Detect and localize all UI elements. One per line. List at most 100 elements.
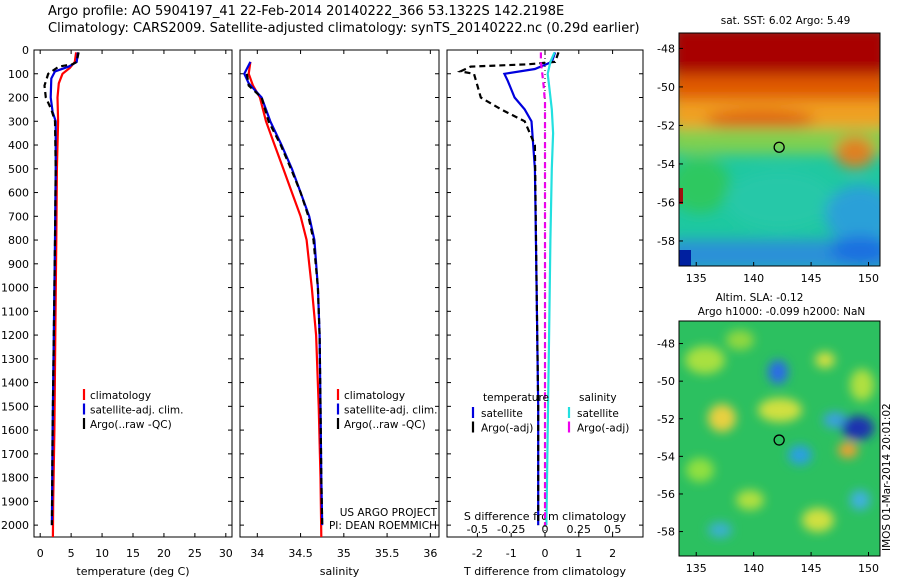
legend-label: climatology (90, 390, 151, 402)
legend-header: temperature (483, 392, 549, 404)
x-axis-label: temperature (deg C) (76, 565, 189, 578)
legend-label: satellite (577, 408, 619, 420)
legend-label: satellite-adj. clim. (344, 405, 437, 417)
x-tick-label: 30 (219, 547, 233, 560)
y-tick-label: 1100 (1, 305, 29, 318)
y-tick-label: 900 (8, 258, 29, 271)
map-y-tick-label: -50 (657, 375, 675, 388)
legend-label: satellite (481, 408, 523, 420)
y-tick-label: 1200 (1, 329, 29, 342)
argo-location-marker (773, 141, 785, 153)
plot-title-line1: Argo profile: AO 5904197_41 22-Feb-2014 … (48, 4, 565, 19)
map-x-tick-label: 150 (858, 272, 879, 285)
map-title: sat. SST: 6.02 Argo: 5.49 (721, 15, 851, 27)
series-line-temperature-argo-adj- (456, 52, 560, 526)
x2-tick-label: 0.25 (567, 523, 592, 536)
y-tick-label: 1500 (1, 400, 29, 413)
map-subtitle: Argo h1000: -0.099 h2000: NaN (698, 306, 866, 318)
salinity-profile-frame (239, 49, 440, 538)
series-line-argo-raw-qc- (43, 52, 80, 526)
map-y-tick-label: -58 (657, 526, 675, 539)
map-y-tick-label: -48 (657, 338, 675, 351)
legend-label: Argo(..raw -QC) (344, 419, 426, 431)
y-tick-label: 500 (8, 163, 29, 176)
map-y-tick-label: -52 (657, 413, 675, 426)
x2-tick-label: -0.25 (497, 523, 525, 536)
sst-map-frame (678, 32, 881, 267)
y-tick-label: 2000 (1, 519, 29, 532)
y-tick-label: 400 (8, 139, 29, 152)
map-x-tick-label: 145 (801, 272, 822, 285)
x-tick-label: 36 (423, 547, 437, 560)
x-tick-label: 15 (126, 547, 140, 560)
x-tick-label: 5 (68, 547, 75, 560)
series-line-climatology (247, 61, 323, 538)
map-y-tick-label: -56 (657, 196, 675, 209)
map-y-tick-label: -58 (657, 235, 675, 248)
timestamp-side-label: IMOS 01-Mar-2014 20:01:02 (881, 403, 893, 551)
x-tick-label: -2 (472, 547, 483, 560)
series-line-climatology (51, 52, 78, 538)
project-annotation: US ARGO PROJECT (340, 507, 438, 519)
legend-label: Argo(..raw -QC) (90, 419, 172, 431)
x-tick-label: 35.5 (375, 547, 400, 560)
y-tick-label: 100 (8, 68, 29, 81)
y-tick-label: 1700 (1, 448, 29, 461)
map-y-tick-label: -52 (657, 119, 675, 132)
map-y-tick-label: -54 (657, 450, 675, 463)
sla-map-field (679, 321, 880, 556)
y-tick-label: 1600 (1, 424, 29, 437)
y-tick-label: 0 (22, 44, 29, 57)
x-tick-label: -1 (506, 547, 517, 560)
series-line-argo-raw-qc- (245, 73, 324, 526)
y-tick-label: 300 (8, 115, 29, 128)
x2-tick-label: 0.5 (604, 523, 622, 536)
x-tick-label: 1 (575, 547, 582, 560)
map-y-tick-label: -48 (657, 42, 675, 55)
map-x-tick-label: 135 (686, 562, 707, 575)
map-x-tick-label: 135 (686, 272, 707, 285)
x-tick-label: 25 (188, 547, 202, 560)
argo-location-marker (773, 434, 785, 446)
y-tick-label: 600 (8, 187, 29, 200)
y-tick-label: 1000 (1, 282, 29, 295)
x-axis-label: salinity (320, 565, 360, 578)
x2-tick-label: 0 (542, 523, 549, 536)
legend-label: Argo(-adj) (577, 423, 629, 435)
map-x-tick-label: 140 (743, 272, 764, 285)
x-tick-label: 0 (542, 547, 549, 560)
x2-tick-label: -0.5 (467, 523, 488, 536)
y-tick-label: 1800 (1, 472, 29, 485)
map-x-tick-label: 150 (858, 562, 879, 575)
legend-header: salinity (579, 392, 617, 404)
x-tick-label: 0 (37, 547, 44, 560)
legend-label: Argo(-adj) (481, 423, 533, 435)
y-tick-label: 1400 (1, 377, 29, 390)
series-line-salinity-satellite (545, 51, 556, 526)
x-tick-label: 20 (157, 547, 171, 560)
sst-map-field (679, 33, 880, 266)
x-axis-label: T difference from climatology (463, 565, 626, 578)
series-line-satellite-adj-clim- (243, 61, 324, 526)
x-tick-label: 2 (609, 547, 616, 560)
y-tick-label: 800 (8, 234, 29, 247)
map-title: Altim. SLA: -0.12 (716, 292, 804, 304)
y-tick-label: 200 (8, 92, 29, 105)
map-x-tick-label: 140 (743, 562, 764, 575)
map-y-tick-label: -50 (657, 81, 675, 94)
legend-label: climatology (344, 390, 405, 402)
x-tick-label: 34 (250, 547, 264, 560)
map-y-tick-label: -54 (657, 158, 675, 171)
map-x-tick-label: 145 (801, 562, 822, 575)
plot-title-line2: Climatology: CARS2009. Satellite-adjuste… (48, 21, 640, 36)
legend-label: satellite-adj. clim. (90, 405, 183, 417)
y-tick-label: 700 (8, 210, 29, 223)
x-tick-label: 10 (95, 547, 109, 560)
series-line-salinity-argo-adj- (539, 52, 547, 526)
map-y-tick-label: -56 (657, 488, 675, 501)
y-tick-label: 1900 (1, 495, 29, 508)
x-tick-label: 35 (337, 547, 351, 560)
project-annotation: PI: DEAN ROEMMICH (329, 520, 437, 532)
sla-map-frame (678, 320, 881, 557)
